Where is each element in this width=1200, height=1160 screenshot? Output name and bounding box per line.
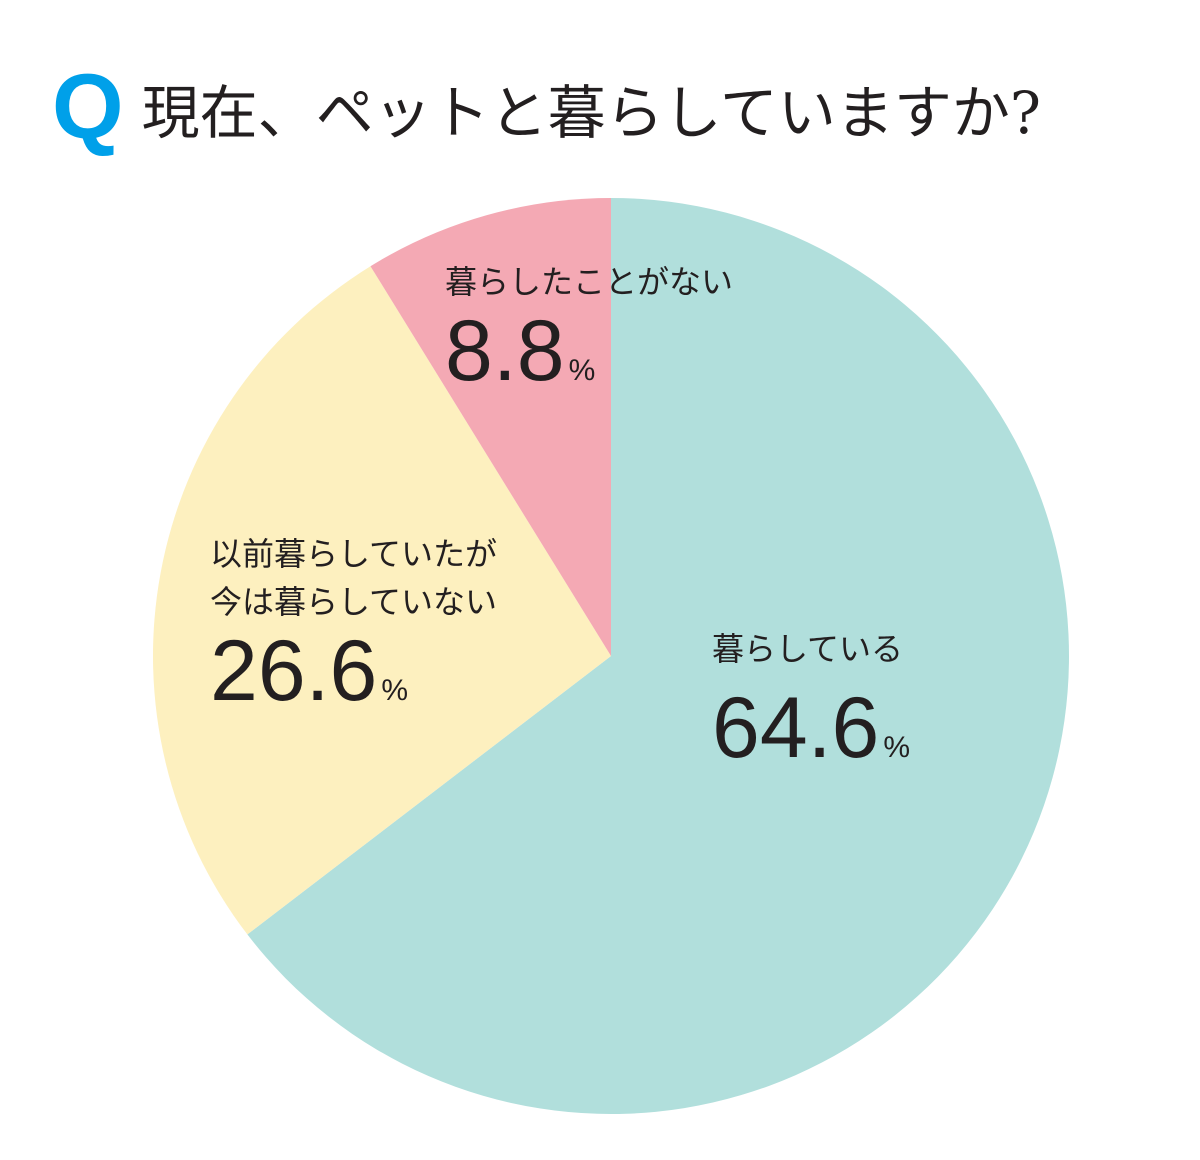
value-label: 8.8% — [445, 306, 733, 416]
category-label: 暮らしたことがない — [445, 263, 734, 301]
question-mark: Q — [52, 56, 124, 158]
category-label: 以前暮らしていたが 今は暮らしていない — [210, 535, 498, 621]
value-unit: % — [568, 354, 596, 387]
value-label: 26.6% — [210, 626, 497, 736]
value-label: 64.6% — [712, 683, 910, 793]
chart-title: 現在、ペットと暮らしていますか? — [141, 78, 1041, 147]
pie-slice — [247, 198, 1069, 1114]
pie-slice — [153, 266, 611, 935]
category-label: 暮らしている — [712, 630, 904, 668]
value-unit: % — [883, 731, 911, 764]
value-unit: % — [381, 674, 409, 707]
title-block: Q 現在、ペットと暮らしていますか? — [52, 55, 1041, 160]
pie-slice — [370, 198, 611, 656]
slice-label: 以前暮らしていたが 今は暮らしていない 26.6% — [210, 530, 497, 736]
slice-label: 暮らしたことがない 8.8% — [445, 258, 733, 416]
value-number: 26.6 — [210, 623, 378, 719]
value-number: 8.8 — [445, 303, 565, 399]
value-number: 64.6 — [712, 680, 880, 776]
slice-label: 暮らしている 64.6% — [712, 625, 910, 793]
